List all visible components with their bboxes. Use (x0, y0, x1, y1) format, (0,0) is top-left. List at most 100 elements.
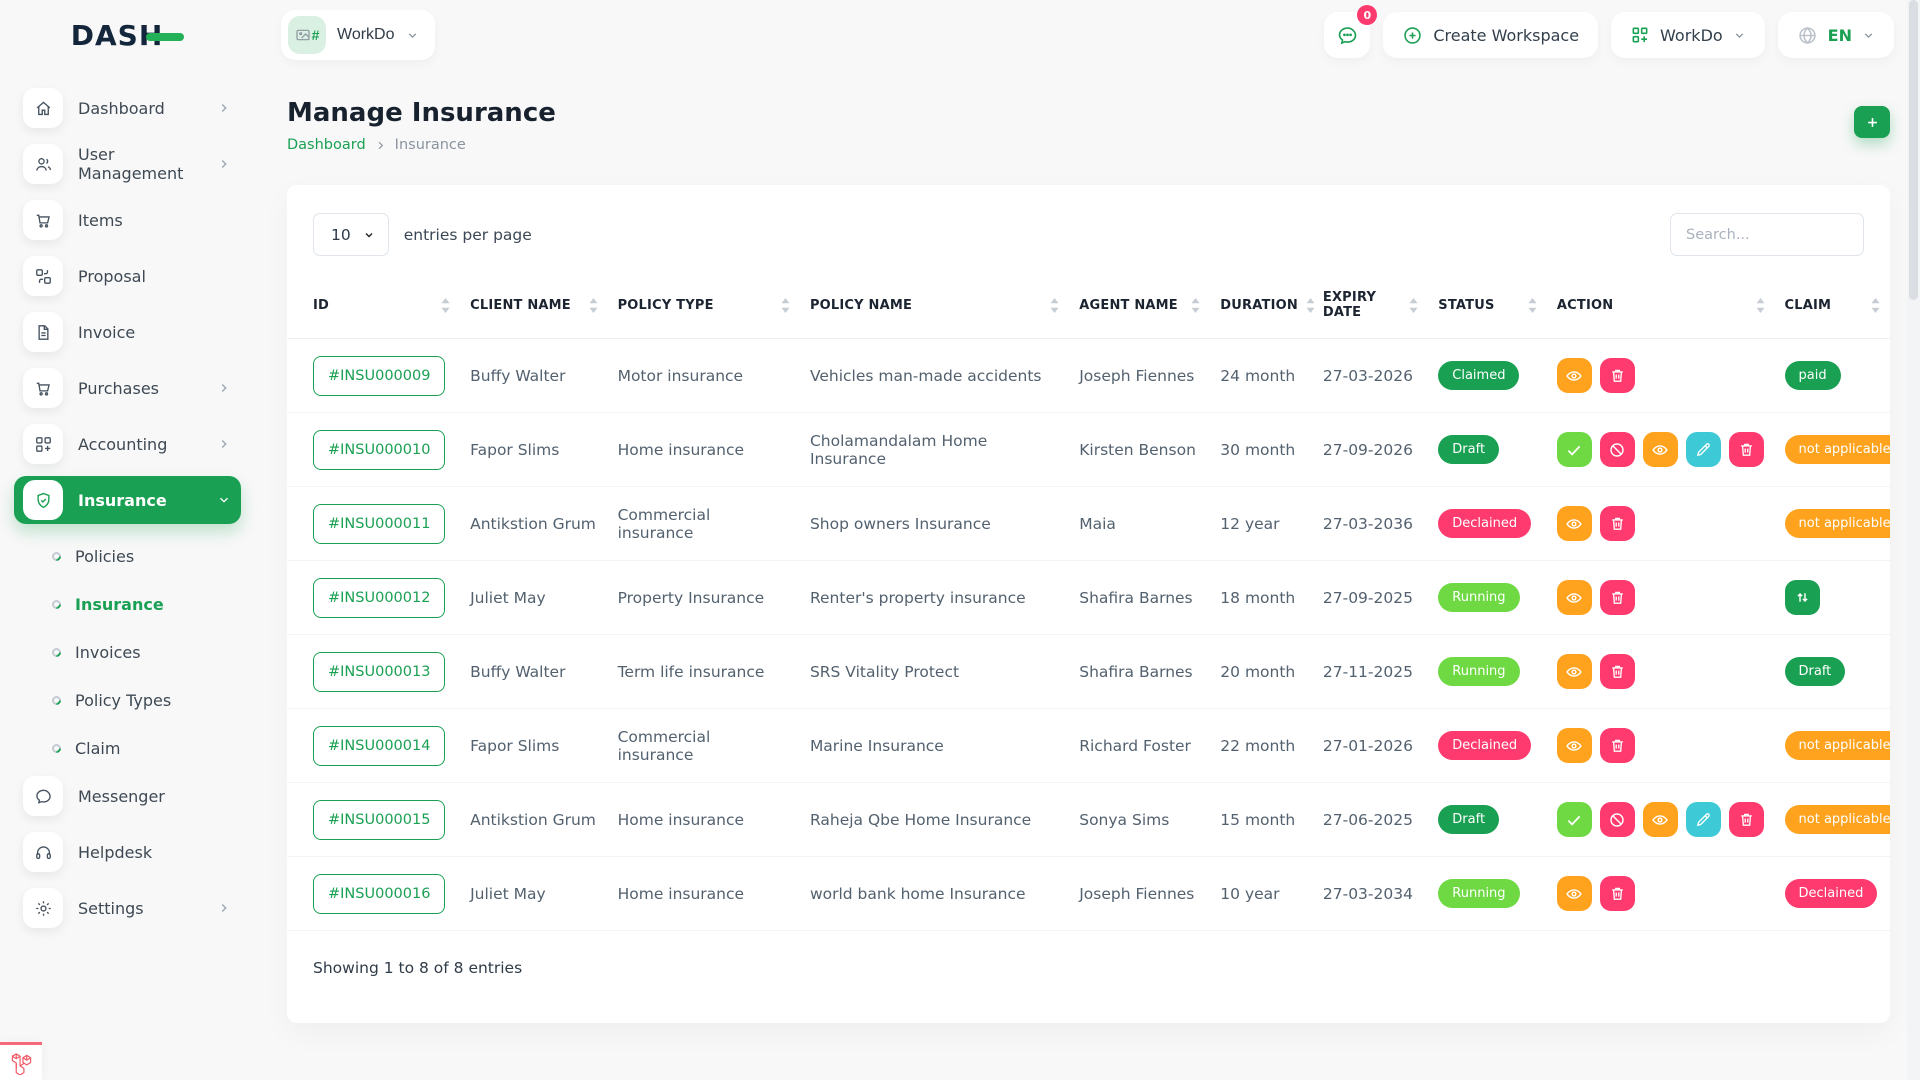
sidebar-item-proposal[interactable]: Proposal (14, 252, 241, 300)
table-row: #INSU000012 Juliet May Property Insurance R… (287, 560, 1890, 635)
delete-button[interactable] (1599, 876, 1635, 911)
column-header-status[interactable]: STATUS (1428, 280, 1547, 339)
policy-type-cell: Commercial insurance (607, 486, 800, 561)
sidebar-item-messenger[interactable]: Messenger (14, 772, 241, 820)
breadcrumb-dashboard-link[interactable]: Dashboard (287, 137, 366, 153)
delete-button[interactable] (1599, 654, 1635, 689)
insurance-id-button[interactable]: #INSU000016 (313, 873, 446, 914)
sidebar-item-settings[interactable]: Settings (14, 884, 241, 932)
column-header-id[interactable]: ID (287, 280, 461, 339)
home-icon (23, 88, 63, 128)
insurance-id-button[interactable]: #INSU000013 (313, 651, 446, 692)
claim-transfer-button[interactable] (1784, 580, 1820, 615)
client-name-cell: Fapor Slims (460, 708, 608, 783)
insurance-table-card: 10 entries per page ID CLIENT NAME POLICY … (287, 185, 1890, 1023)
edit-button[interactable] (1685, 802, 1721, 837)
action-cell (1546, 412, 1775, 487)
insurance-id-button[interactable]: #INSU000012 (313, 577, 446, 618)
view-button[interactable] (1556, 580, 1592, 615)
sidebar-item-items[interactable]: Items (14, 196, 241, 244)
workspace-selector[interactable]: # WorkDo (281, 10, 435, 60)
search-input[interactable] (1670, 213, 1864, 256)
language-selector[interactable]: EN (1777, 12, 1894, 58)
delete-button[interactable] (1728, 432, 1764, 467)
sidebar-item-insurance[interactable]: Insurance (14, 476, 241, 524)
delete-button[interactable] (1728, 802, 1764, 837)
reject-button[interactable] (1599, 432, 1635, 467)
sidebar-item-invoice[interactable]: Invoice (14, 308, 241, 356)
scrollbar-thumb[interactable] (1909, 0, 1918, 300)
sidebar-item-accounting[interactable]: Accounting (14, 420, 241, 468)
column-header-action[interactable]: ACTION (1546, 280, 1775, 339)
transfer-icon (1794, 589, 1811, 606)
sidebar-subitem-policies[interactable]: Policies (40, 532, 255, 580)
column-header-label: POLICY TYPE (617, 297, 714, 313)
delete-button[interactable] (1599, 580, 1635, 615)
sidebar-item-helpdesk[interactable]: Helpdesk (14, 828, 241, 876)
insurance-id-button[interactable]: #INSU000014 (313, 725, 446, 766)
policy-name-cell: Vehicles man-made accidents (799, 338, 1070, 413)
sidebar: Dashboard User Management Items Proposal Inv… (0, 70, 255, 960)
view-button[interactable] (1556, 506, 1592, 541)
bullet-icon (50, 549, 63, 563)
sidebar-item-label: Purchases (78, 378, 159, 398)
view-button[interactable] (1556, 654, 1592, 689)
column-header-agent-name[interactable]: AGENT NAME (1069, 280, 1211, 339)
debugbar-toggle[interactable] (0, 1042, 42, 1080)
duration-cell: 24 month (1210, 338, 1313, 413)
messages-button[interactable]: 0 (1324, 5, 1378, 58)
proposal-icon (23, 256, 63, 296)
sidebar-item-label: Invoice (78, 322, 136, 342)
status-cell: Declained (1428, 486, 1547, 561)
table-row: #INSU000016 Juliet May Home insurance world… (287, 856, 1890, 931)
view-button[interactable] (1642, 432, 1678, 467)
insurance-id-button[interactable]: #INSU000009 (313, 355, 446, 396)
headset-icon (23, 832, 63, 872)
delete-button[interactable] (1599, 506, 1635, 541)
sidebar-subitem-insurance[interactable]: Insurance (40, 580, 255, 628)
view-button[interactable] (1556, 876, 1592, 911)
column-header-policy-type[interactable]: POLICY TYPE (607, 280, 800, 339)
insurance-id-button[interactable]: #INSU000011 (313, 503, 446, 544)
duration-cell: 18 month (1210, 560, 1313, 635)
workspace-menu-button[interactable]: WorkDo (1611, 12, 1765, 58)
delete-button[interactable] (1599, 358, 1635, 393)
column-header-policy-name[interactable]: POLICY NAME (799, 280, 1070, 339)
add-insurance-button[interactable] (1854, 106, 1890, 138)
insurance-id-button[interactable]: #INSU000010 (313, 429, 446, 470)
sort-icon (1528, 297, 1537, 313)
policy-type-cell: Property Insurance (607, 560, 800, 635)
sidebar-subitem-policy-types[interactable]: Policy Types (40, 676, 255, 724)
expiry-date-cell: 27-09-2025 (1312, 560, 1429, 635)
sidebar-item-purchases[interactable]: Purchases (14, 364, 241, 412)
column-header-duration[interactable]: DURATION (1210, 280, 1315, 339)
sidebar-item-dashboard[interactable]: Dashboard (14, 84, 241, 132)
client-name-cell: Juliet May (460, 560, 608, 635)
approve-button[interactable] (1556, 802, 1592, 837)
view-button[interactable] (1642, 802, 1678, 837)
insurance-id-button[interactable]: #INSU000015 (313, 799, 446, 840)
eye-icon (1565, 515, 1583, 533)
action-cell (1546, 856, 1775, 931)
reject-button[interactable] (1599, 802, 1635, 837)
delete-button[interactable] (1599, 728, 1635, 763)
sidebar-item-user-management[interactable]: User Management (14, 140, 241, 188)
column-header-client-name[interactable]: CLIENT NAME (460, 280, 608, 339)
app-logo[interactable]: DASH (71, 19, 185, 52)
column-header-expiry-date[interactable]: EXPIRY DATE (1312, 280, 1429, 339)
agent-name-cell: Joseph Fiennes (1069, 338, 1211, 413)
sidebar-subitem-invoices[interactable]: Invoices (40, 628, 255, 676)
column-header-claim[interactable]: CLAIM (1774, 280, 1890, 339)
entries-per-page-select[interactable]: 10 (313, 213, 389, 256)
page-scrollbar[interactable] (1907, 0, 1920, 1080)
view-button[interactable] (1556, 358, 1592, 393)
create-workspace-button[interactable]: Create Workspace (1383, 12, 1599, 58)
status-badge: Running (1438, 879, 1520, 908)
column-header-label: CLIENT NAME (470, 297, 571, 313)
table-row: #INSU000015 Antikstion Grum Home insurance… (287, 782, 1890, 857)
view-button[interactable] (1556, 728, 1592, 763)
edit-button[interactable] (1685, 432, 1721, 467)
duration-cell: 22 month (1210, 708, 1313, 783)
sidebar-subitem-claim[interactable]: Claim (40, 724, 255, 772)
approve-button[interactable] (1556, 432, 1592, 467)
